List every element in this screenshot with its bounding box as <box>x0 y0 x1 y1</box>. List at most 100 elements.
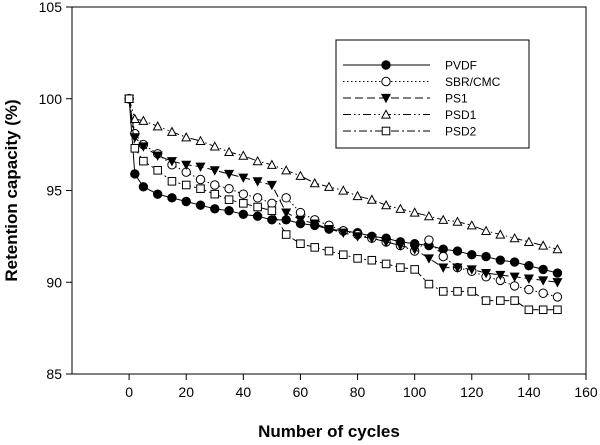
data-point <box>510 296 519 305</box>
data-point <box>409 207 420 217</box>
data-point <box>509 272 520 282</box>
data-point <box>130 144 140 153</box>
data-point <box>538 305 548 315</box>
data-point <box>538 288 548 298</box>
x-tick-label: 140 <box>517 384 541 400</box>
data-point <box>309 219 320 229</box>
data-point <box>196 184 205 193</box>
data-point <box>509 281 520 291</box>
data-point <box>409 245 420 255</box>
data-point <box>353 254 362 263</box>
data-point <box>481 225 492 235</box>
data-point <box>129 113 140 124</box>
legend-marker <box>381 126 391 136</box>
data-point <box>481 269 492 279</box>
data-point <box>524 305 534 315</box>
y-tick-label: 85 <box>46 366 62 382</box>
data-point <box>553 305 562 315</box>
data-point <box>467 287 477 296</box>
data-point <box>481 251 491 262</box>
data-point <box>438 287 448 296</box>
data-point <box>152 121 163 131</box>
data-point <box>423 254 434 264</box>
data-point <box>552 278 563 288</box>
data-point <box>166 126 177 136</box>
data-point <box>438 214 449 224</box>
data-point <box>295 207 306 218</box>
data-point <box>281 193 291 203</box>
data-point <box>381 199 392 210</box>
data-point <box>195 162 206 172</box>
data-point <box>423 210 434 221</box>
series-ps1 <box>124 94 563 288</box>
data-point <box>281 165 292 175</box>
data-point <box>224 195 234 204</box>
data-point <box>509 257 520 267</box>
data-point <box>181 132 192 142</box>
x-tick-label: 0 <box>125 384 133 400</box>
data-point <box>166 157 177 167</box>
data-point <box>352 190 363 201</box>
data-point <box>481 296 491 305</box>
data-point <box>295 170 306 180</box>
data-point <box>396 263 405 272</box>
data-point <box>552 268 563 278</box>
data-point <box>210 180 220 190</box>
data-point <box>195 200 206 210</box>
legend-marker <box>381 60 391 70</box>
data-point <box>238 150 249 160</box>
data-point <box>552 243 563 254</box>
data-point <box>138 115 149 125</box>
data-point <box>366 194 377 204</box>
data-point <box>410 265 419 274</box>
data-point <box>424 235 434 245</box>
data-point <box>210 204 220 214</box>
x-tick-label: 100 <box>403 384 427 400</box>
legend-marker <box>380 109 392 119</box>
data-point <box>338 250 348 260</box>
legend: PVDF SBR/CMC PS1 PSD1 PSD2 <box>335 39 530 149</box>
data-point <box>267 198 277 209</box>
data-point <box>309 177 320 188</box>
series-psd1 <box>124 93 563 254</box>
data-point <box>366 234 377 244</box>
y-tick-label: 90 <box>46 274 62 290</box>
data-point <box>452 246 463 256</box>
data-point <box>253 202 262 212</box>
data-point <box>224 169 235 180</box>
x-tick-label: 20 <box>178 384 194 400</box>
data-point <box>323 224 335 235</box>
data-point <box>338 228 349 238</box>
data-point <box>381 237 392 248</box>
data-point <box>338 185 349 195</box>
data-point <box>495 255 506 265</box>
data-point <box>224 183 234 194</box>
y-tick-label: 100 <box>39 91 63 107</box>
data-point <box>381 259 391 269</box>
data-point <box>167 177 177 186</box>
data-point <box>195 135 206 146</box>
data-point <box>139 156 148 166</box>
legend-label: PVDF <box>445 59 477 73</box>
data-point <box>267 206 277 215</box>
data-point <box>138 182 149 192</box>
data-point <box>295 215 306 226</box>
data-point <box>138 142 149 152</box>
data-point <box>252 211 263 221</box>
legend-marker <box>381 76 391 87</box>
data-point <box>538 264 548 275</box>
data-point <box>209 141 220 151</box>
legend-box <box>335 39 530 149</box>
data-point <box>495 229 506 239</box>
data-point <box>238 173 249 183</box>
data-point <box>181 180 191 190</box>
data-point <box>523 274 534 284</box>
x-tick-label: 60 <box>293 384 309 400</box>
x-tick-label: 120 <box>460 384 484 400</box>
y-axis-title: Retention capacity (%) <box>2 99 21 281</box>
x-axis-title: Number of cycles <box>258 422 400 441</box>
data-point <box>524 284 534 295</box>
data-point <box>538 276 549 286</box>
data-point <box>438 251 448 262</box>
